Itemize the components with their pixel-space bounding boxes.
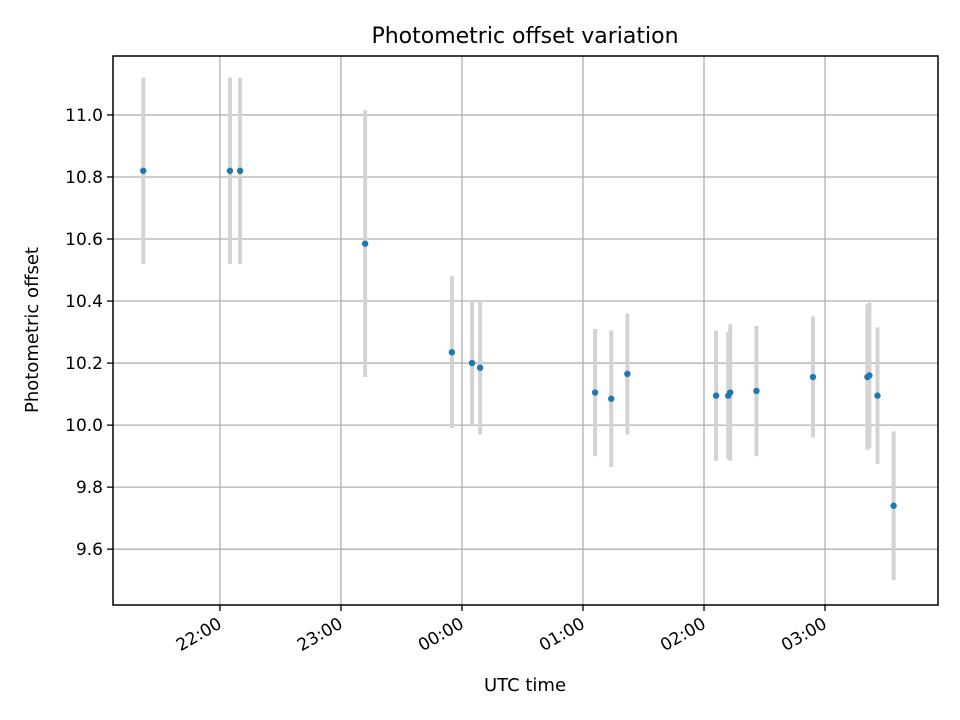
data-point bbox=[624, 370, 631, 378]
y-tick-label: 10.6 bbox=[65, 230, 103, 250]
y-tick-label: 11.0 bbox=[65, 106, 103, 126]
data-point bbox=[727, 389, 734, 396]
y-tick-label: 9.8 bbox=[76, 478, 103, 498]
y-tick-label: 10.8 bbox=[65, 168, 103, 188]
y-tick-label: 10.2 bbox=[65, 354, 103, 374]
data-point bbox=[476, 364, 484, 371]
x-axis-label: UTC time bbox=[484, 675, 566, 696]
data-point bbox=[226, 167, 234, 174]
data-point bbox=[236, 167, 244, 174]
data-point bbox=[468, 359, 476, 367]
data-point bbox=[809, 373, 817, 381]
data-point bbox=[753, 387, 760, 395]
data-point bbox=[140, 167, 147, 174]
data-point bbox=[448, 349, 456, 356]
data-point bbox=[608, 395, 615, 402]
data-point bbox=[874, 392, 881, 399]
chart-title: Photometric offset variation bbox=[371, 24, 678, 49]
data-point bbox=[591, 389, 599, 396]
data-point bbox=[890, 502, 897, 509]
y-tick-label: 10.0 bbox=[65, 416, 103, 436]
grid-layer bbox=[113, 56, 938, 605]
y-axis-label: Photometric offset bbox=[22, 247, 43, 413]
y-tick-label: 9.6 bbox=[76, 540, 103, 560]
plot-frame bbox=[112, 55, 939, 606]
point-layer bbox=[140, 167, 897, 509]
data-point bbox=[866, 372, 873, 379]
y-tick-label: 10.4 bbox=[65, 292, 103, 312]
data-point bbox=[361, 240, 369, 247]
data-point bbox=[712, 392, 720, 399]
